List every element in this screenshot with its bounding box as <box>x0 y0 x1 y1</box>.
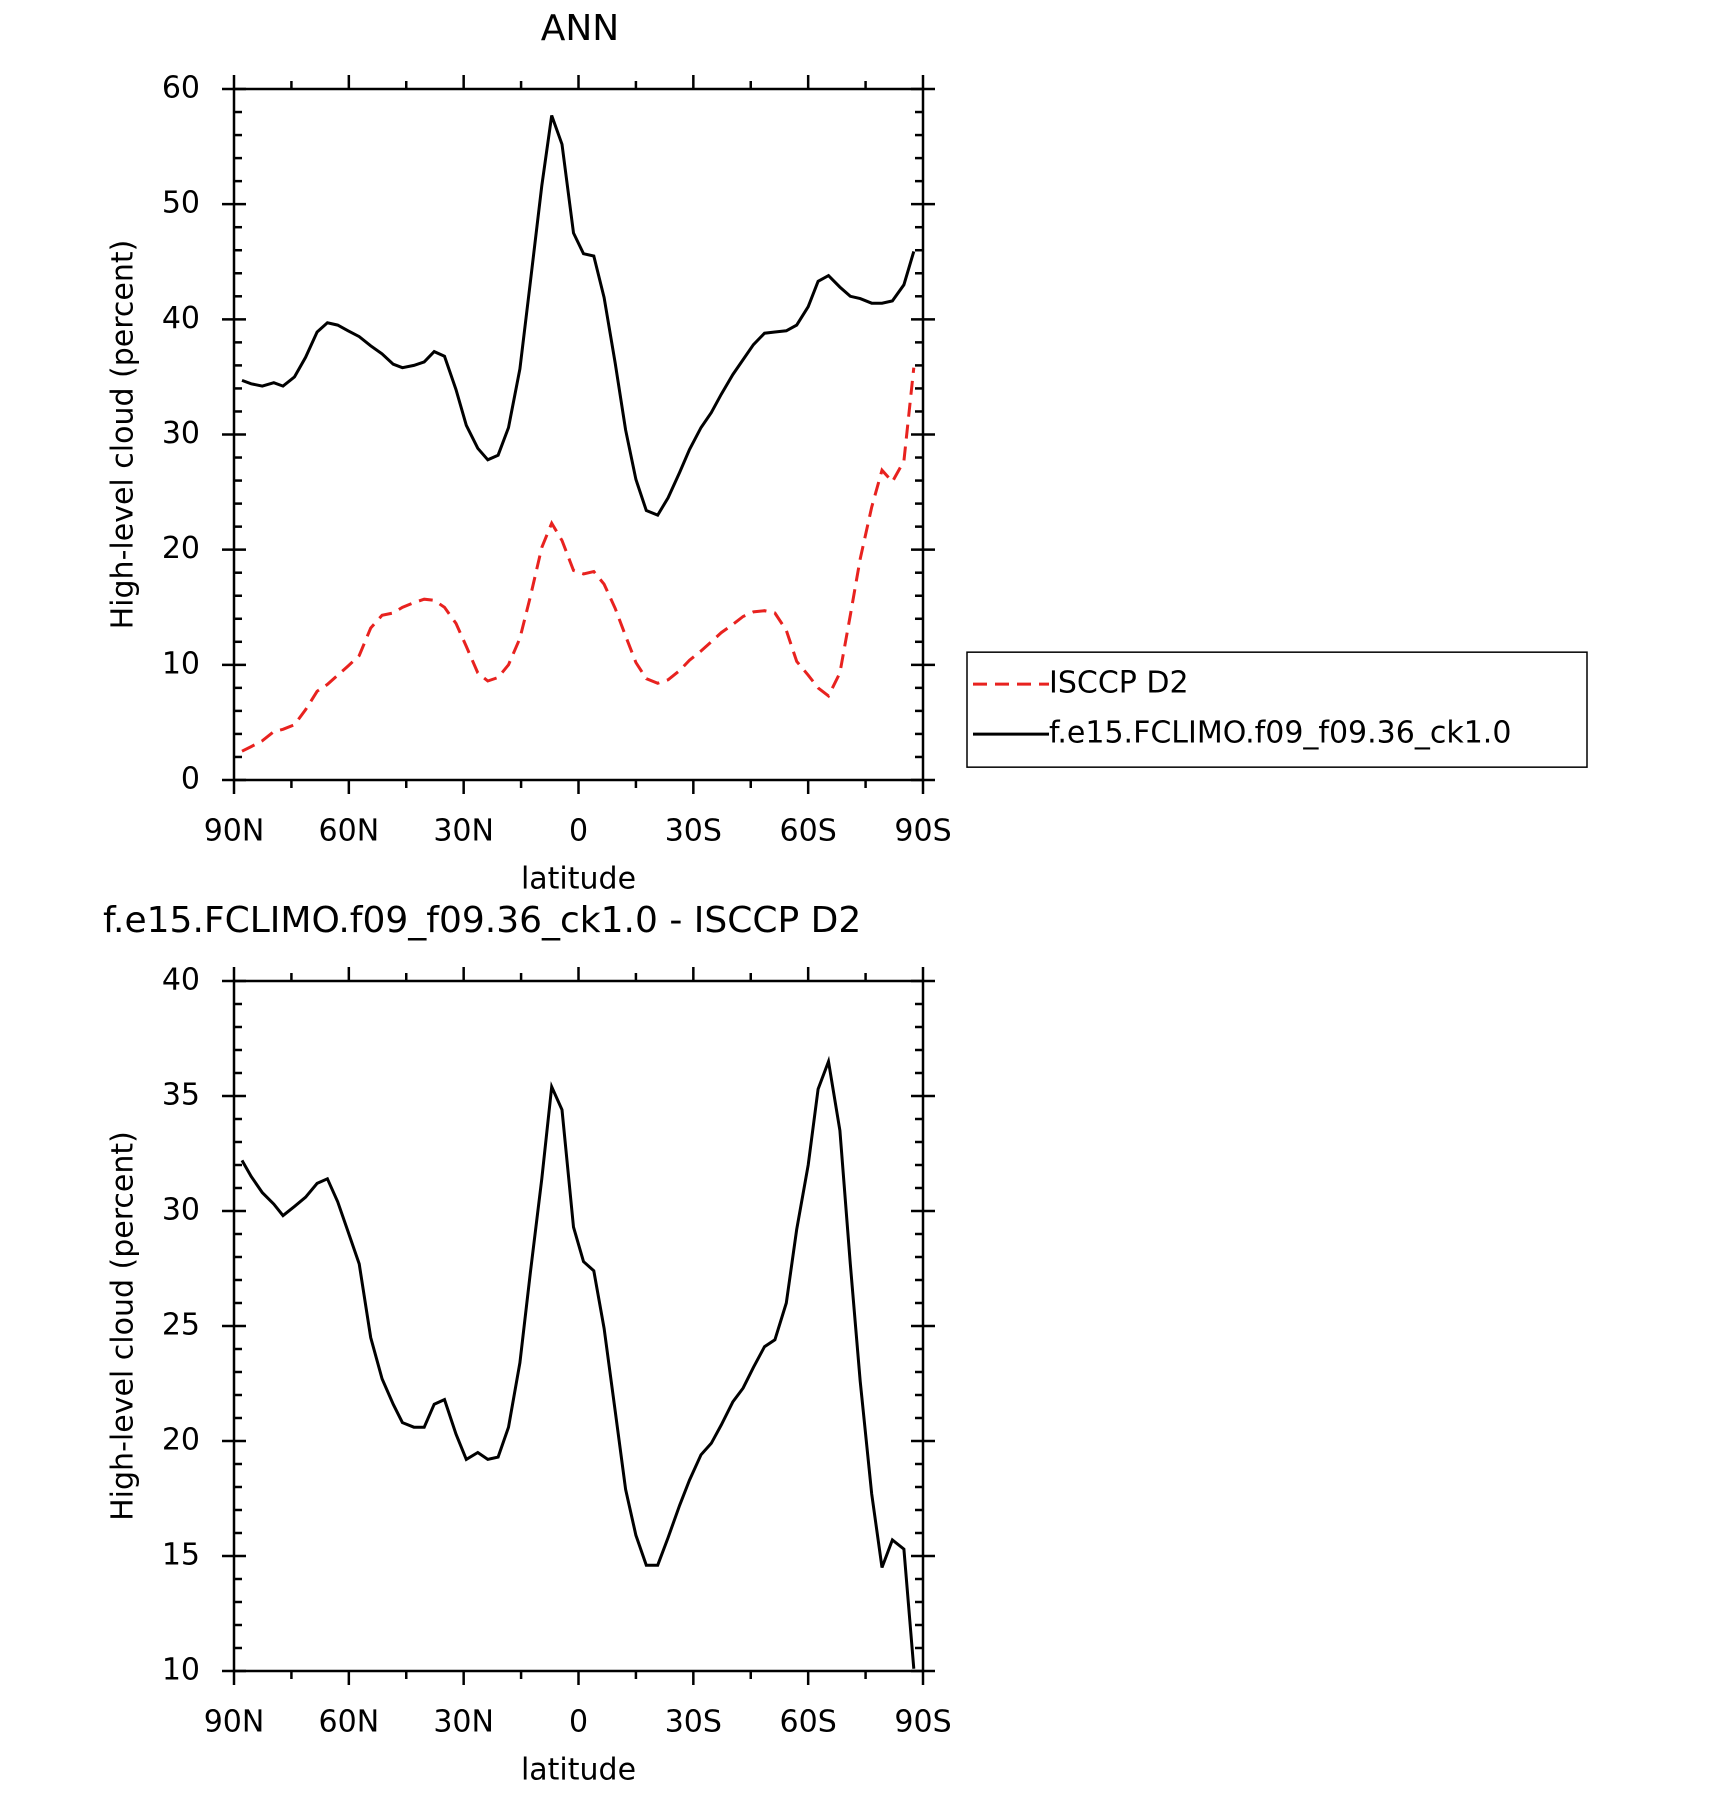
data-line <box>241 114 916 517</box>
legend-label: f.e15.FCLIMO.f09_f09.36_ck1.0 <box>1049 716 1511 751</box>
y-tick-label: 10 <box>162 1653 200 1688</box>
x-tick-label: 60S <box>780 1705 837 1740</box>
x-tick-label: 0 <box>569 1705 588 1740</box>
y-tick-label: 15 <box>162 1538 200 1573</box>
y-tick-label: 10 <box>162 646 200 681</box>
y-tick-label: 0 <box>181 762 200 797</box>
legend-label: ISCCP D2 <box>1049 666 1189 701</box>
y-tick-label: 60 <box>162 71 200 106</box>
x-tick-label: 90S <box>894 814 951 849</box>
y-tick-label: 20 <box>162 1423 200 1458</box>
x-tick-label: 0 <box>569 814 588 849</box>
chart: f.e15.FCLIMO.f09_f09.36_ck1.0 - ISCCP D2… <box>103 900 952 1788</box>
x-tick-label: 30N <box>433 814 494 849</box>
y-tick-label: 25 <box>162 1308 200 1343</box>
chart: ANN 0 10 20 30 40 50 60 90N 60N 30N 0 30S 60S 90S latit… <box>106 8 1588 897</box>
x-tick-label: 30S <box>665 1705 722 1740</box>
x-axis-label: latitude <box>521 862 636 897</box>
data-line <box>241 367 916 753</box>
y-tick-label: 40 <box>162 301 200 336</box>
y-tick-label: 50 <box>162 186 200 221</box>
x-axis-label: latitude <box>521 1753 636 1788</box>
x-tick-label: 90N <box>204 814 265 849</box>
data-line <box>240 1055 916 1669</box>
x-tick-label: 90N <box>204 1705 265 1740</box>
x-tick-label: 60S <box>780 814 837 849</box>
x-tick-label: 60N <box>319 814 380 849</box>
chart-title: ANN <box>541 8 620 49</box>
y-tick-label: 40 <box>162 963 200 998</box>
x-tick-label: 30N <box>433 1705 494 1740</box>
x-tick-label: 60N <box>319 1705 380 1740</box>
legend-box <box>966 651 1588 768</box>
y-tick-label: 30 <box>162 416 200 451</box>
x-tick-label: 30S <box>665 814 722 849</box>
y-tick-label: 35 <box>162 1078 200 1113</box>
y-axis-label: High-level cloud (percent) <box>106 240 141 630</box>
y-tick-label: 20 <box>162 531 200 566</box>
y-axis-label: High-level cloud (percent) <box>106 1131 141 1521</box>
plot-frame <box>232 87 925 782</box>
y-tick-label: 30 <box>162 1193 200 1228</box>
chart-title: f.e15.FCLIMO.f09_f09.36_ck1.0 - ISCCP D2 <box>103 900 861 941</box>
x-tick-label: 90S <box>894 1705 951 1740</box>
